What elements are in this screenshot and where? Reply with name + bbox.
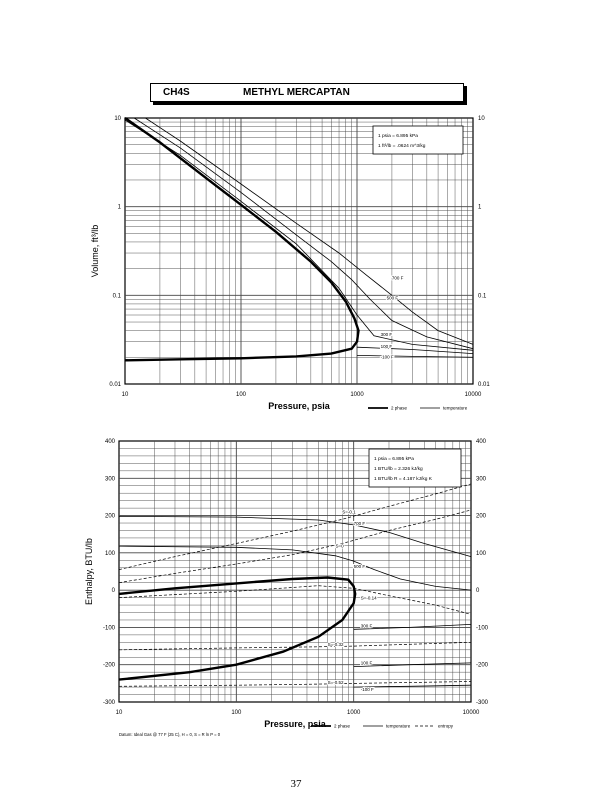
enthalpy-conversion-line: 1 psia = 6.895 kPa (374, 456, 414, 462)
volume-x-tick-label: 1000 (350, 392, 364, 398)
volume-series--100-f (356, 355, 474, 358)
volume-x-tick-label: 10000 (465, 392, 482, 398)
enthalpy-curve-label: S=-0.52 (328, 680, 344, 685)
enthalpy-series-2-phase (118, 576, 357, 681)
volume-series-700-f (145, 117, 474, 345)
enthalpy-y-tick-label: -300 (103, 700, 116, 706)
enthalpy-series-s-0 (118, 509, 472, 584)
chart-title-box: CH4S METHYL MERCAPTAN (150, 83, 464, 102)
volume-series-2-phase (124, 117, 360, 362)
enthalpy-series-500-f (118, 545, 472, 591)
enthalpy-y-tick-label-right: 400 (476, 439, 487, 445)
enthalpy-curve-label: S=0 (335, 543, 344, 548)
enthalpy-y-tick-label-right: 100 (476, 551, 487, 557)
enthalpy-conversion-line: 1 BTU/lb = 2.326 kJ/kg (374, 466, 423, 472)
enthalpy-curve-label: 700 F (354, 521, 366, 526)
volume-curve-label: -100 F (381, 354, 394, 359)
enthalpy-series-s-0-14 (118, 585, 472, 615)
volume-x-axis-label: Pressure, psia (268, 401, 331, 411)
volume-x-tick-label: 10 (122, 392, 129, 398)
enthalpy-curve-label: -100 F (361, 687, 374, 692)
volume-conversion-line: 1 psia = 6.895 kPa (378, 133, 418, 139)
volume-y-tick-label-right: 10 (478, 116, 485, 122)
enthalpy-plot-frame (118, 440, 472, 703)
volume-series-500-f (133, 117, 474, 350)
enthalpy-legend-label: entropy (438, 724, 454, 729)
enthalpy-legend-label: temperature (386, 724, 411, 729)
chemical-formula: CH4S (163, 87, 190, 98)
enthalpy-curve-label: S=-0.1 (342, 510, 356, 515)
enthalpy-y-tick-label: -100 (103, 625, 116, 631)
enthalpy-series-700-f (118, 515, 472, 557)
volume-plot-frame (124, 117, 474, 385)
enthalpy-series-s-0-1 (118, 483, 472, 570)
volume-legend-label: temperature (443, 406, 468, 411)
enthalpy-y-tick-label: 400 (105, 439, 116, 445)
enthalpy-y-tick-label: 200 (105, 514, 116, 520)
enthalpy-y-tick-label: 0 (112, 588, 116, 594)
volume-y-tick-label: 1 (118, 205, 122, 211)
volume-series-100-f (356, 346, 474, 354)
enthalpy-y-tick-label-right: -300 (476, 700, 489, 706)
volume-y-axis-label: Volume, ft³/lb (90, 225, 100, 278)
enthalpy-conversion-box (368, 448, 462, 488)
enthalpy-x-axis-label: Pressure, psia (264, 719, 327, 729)
chemical-name: METHYL MERCAPTAN (243, 87, 350, 98)
volume-series-300-f (124, 119, 474, 351)
enthalpy-y-axis-label: Enthalpy, BTU/lb (84, 538, 94, 605)
enthalpy-y-tick-label-right: 200 (476, 514, 487, 520)
volume-curve-label: 300 F (381, 332, 393, 337)
page-number: 37 (290, 778, 302, 790)
volume-curve-label: 700 F (392, 276, 404, 281)
volume-y-tick-label-right: 1 (478, 205, 482, 211)
enthalpy-x-tick-label: 10000 (463, 710, 480, 716)
enthalpy-series-s-0-52 (118, 681, 472, 687)
enthalpy-y-tick-label: 100 (105, 551, 116, 557)
volume-conversion-box (372, 125, 464, 155)
enthalpy-y-tick-label-right: -100 (476, 625, 489, 631)
enthalpy-curve-label: 300 F (361, 623, 373, 628)
enthalpy-y-tick-label-right: -200 (476, 663, 489, 669)
volume-y-tick-label: 0.1 (113, 293, 122, 299)
enthalpy-y-tick-label-right: 300 (476, 476, 487, 482)
volume-curve-label: 100 F (381, 344, 393, 349)
volume-y-tick-label-right: 0.01 (478, 382, 490, 388)
enthalpy-curve-label: S=-0.14 (361, 595, 377, 600)
volume-curve-label: 500 F (387, 295, 399, 300)
enthalpy-series-300-f (353, 624, 472, 630)
volume-legend-label: 2 phase (391, 406, 408, 411)
enthalpy-curve-label: 500 F (354, 564, 366, 569)
enthalpy-y-tick-label: -200 (103, 663, 116, 669)
enthalpy-series-100-f (353, 662, 472, 667)
enthalpy-curve-label: 100 F (361, 661, 373, 666)
volume-y-tick-label: 10 (114, 116, 121, 122)
enthalpy-series--100-f (353, 684, 472, 688)
enthalpy-footnote: Datum: Ideal Gas @ 77 F (25 C), H = 0, S… (119, 732, 221, 737)
enthalpy-x-tick-label: 1000 (347, 710, 361, 716)
enthalpy-x-tick-label: 10 (116, 710, 123, 716)
volume-y-tick-label: 0.01 (109, 382, 121, 388)
volume-x-tick-label: 100 (236, 392, 247, 398)
volume-conversion-line: 1 ft³/lb = .0624 m^3/kg (378, 143, 426, 149)
enthalpy-conversion-line: 1 BTU/lb R = 4.187 kJ/kg K (374, 476, 433, 482)
enthalpy-curve-label: S=-0.32 (328, 642, 344, 647)
enthalpy-legend-label: 2 phase (334, 724, 351, 729)
enthalpy-y-tick-label-right: 0 (476, 588, 480, 594)
enthalpy-y-tick-label: 300 (105, 476, 116, 482)
volume-y-tick-label-right: 0.1 (478, 293, 487, 299)
enthalpy-x-tick-label: 100 (231, 710, 242, 716)
